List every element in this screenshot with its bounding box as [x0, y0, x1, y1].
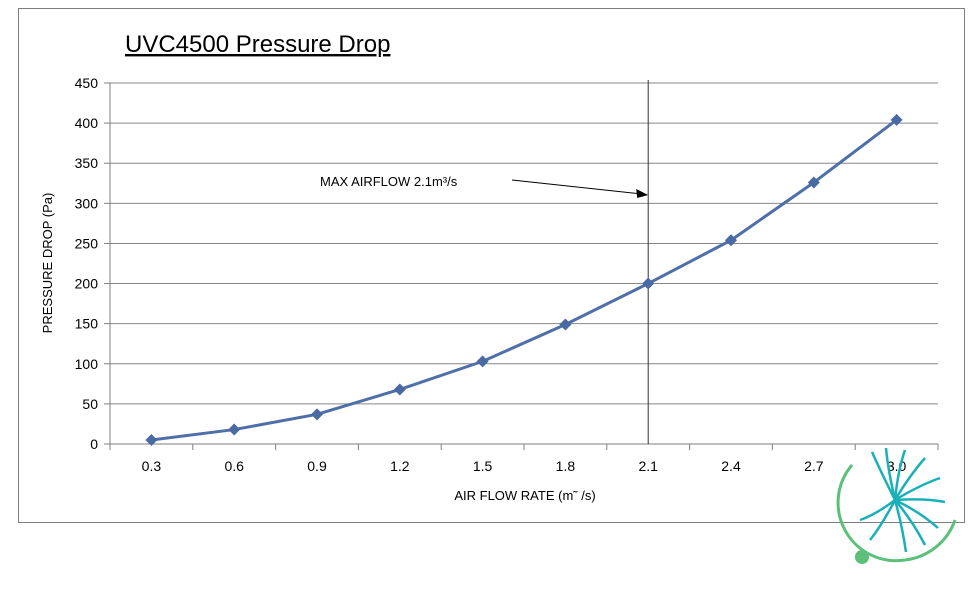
y-tick-label: 450	[75, 75, 99, 91]
x-tick-label: 2.1	[638, 458, 658, 474]
data-point	[559, 318, 572, 331]
data-point	[228, 423, 241, 436]
annotation-arrowhead	[636, 189, 649, 198]
x-tick-label: 2.4	[721, 458, 741, 474]
data-point	[145, 433, 158, 446]
x-tick-label: 0.6	[224, 458, 244, 474]
x-tick-label: 2.7	[804, 458, 824, 474]
data-point	[807, 176, 820, 189]
y-tick-label: 0	[90, 436, 98, 452]
x-tick-label: 0.3	[142, 458, 162, 474]
y-tick-label: 100	[75, 356, 99, 372]
data-point	[642, 277, 655, 290]
y-tick-label: 250	[75, 235, 99, 251]
max-airflow-annotation: MAX AIRFLOW 2.1m³/s	[320, 174, 458, 189]
tick-labels: 0 50 100 150 200 250 300 350 400 450 0.3 0.6 0.9 1.2 1…	[75, 75, 907, 474]
fan-logo-icon	[836, 447, 957, 564]
x-tick-label: 0.9	[307, 458, 327, 474]
y-axis-title: PRESSURE DROP (Pa)	[40, 193, 55, 334]
data-point	[890, 113, 903, 126]
annotation-arrow-line	[511, 179, 643, 195]
data-point	[311, 408, 323, 421]
y-tick-label: 50	[82, 396, 98, 412]
x-tick-label: 1.5	[473, 458, 493, 474]
chart-title: UVC4500 Pressure Drop	[125, 31, 390, 58]
x-tick-label: 1.2	[390, 458, 410, 474]
data-point	[725, 234, 737, 247]
y-tick-label: 300	[75, 195, 99, 211]
series-group	[145, 113, 903, 446]
y-tick-label: 350	[75, 155, 99, 171]
x-axis-title: AIR FLOW RATE (m˜ /s)	[454, 488, 595, 503]
gridlines	[110, 82, 938, 405]
annotation-group	[511, 80, 649, 444]
y-tick-label: 400	[75, 115, 99, 131]
x-tick-label: 1.8	[556, 458, 576, 474]
data-point	[476, 355, 489, 368]
y-tick-label: 150	[75, 316, 99, 332]
axes	[104, 82, 939, 450]
series-line	[151, 118, 898, 442]
data-point	[393, 383, 406, 396]
y-tick-label: 200	[75, 276, 99, 292]
